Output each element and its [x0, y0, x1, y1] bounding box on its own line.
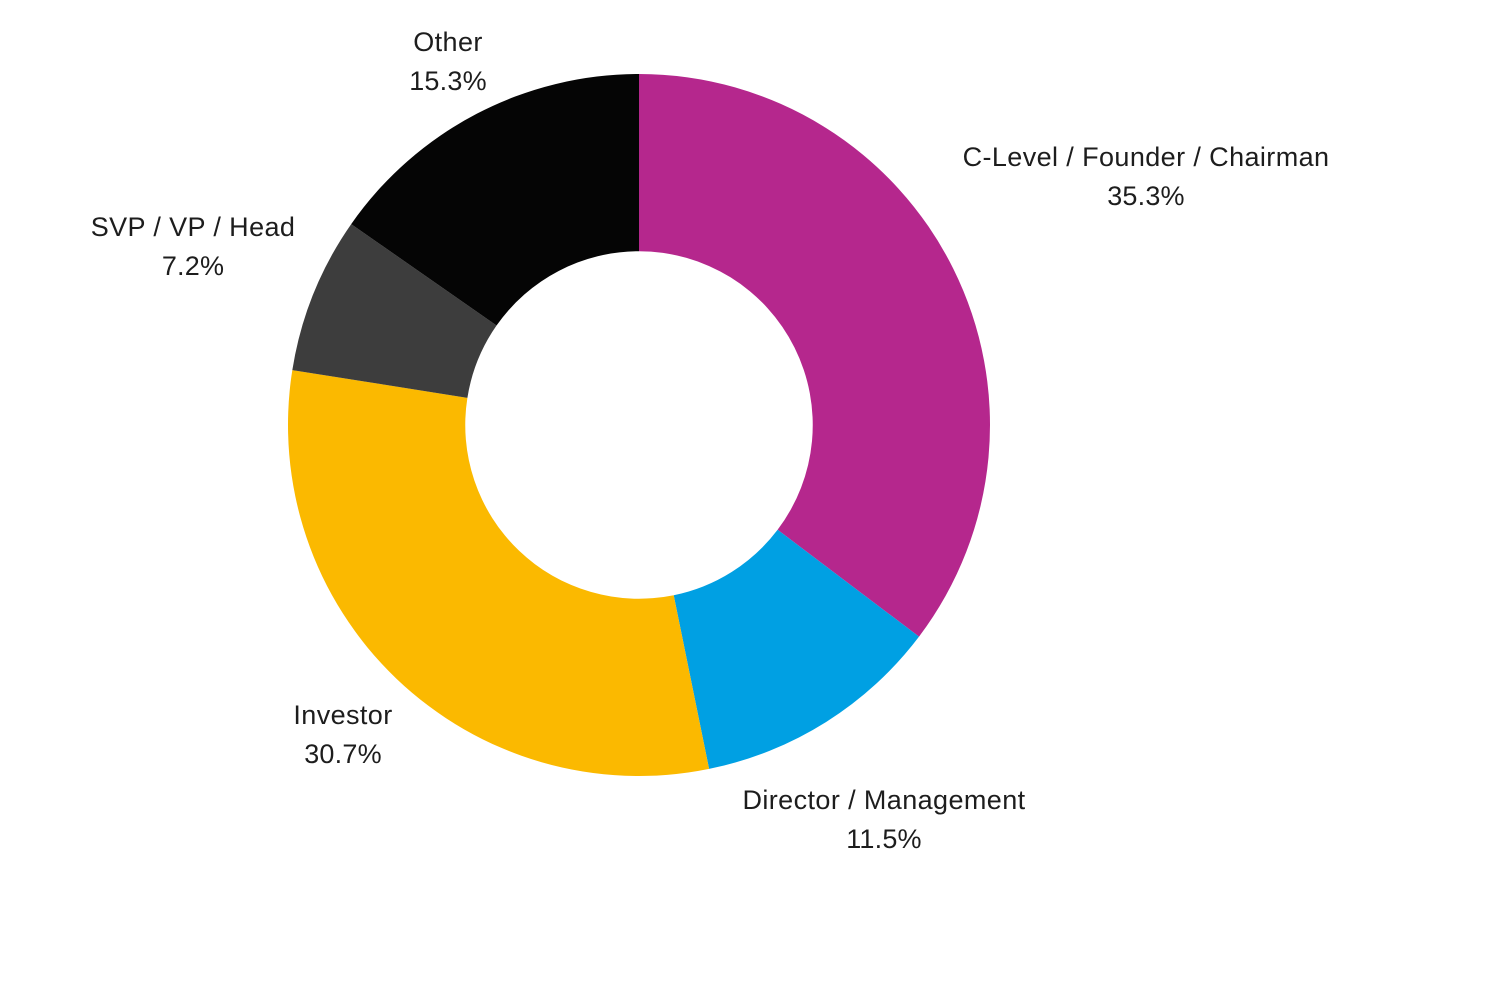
slice-label-investor: Investor 30.7% — [293, 696, 392, 774]
slice-label-director-management: Director / Management 11.5% — [742, 781, 1025, 859]
donut-slice-1 — [673, 529, 920, 769]
donut-slice-0 — [639, 74, 990, 637]
slice-percent-text: 7.2% — [161, 251, 225, 281]
donut-slice-2 — [287, 370, 710, 776]
donut-slice-4 — [351, 74, 639, 326]
slice-label-c-level-founder-chairman: C-Level / Founder / Chairman 35.3% — [963, 138, 1330, 216]
slice-label-text: SVP / VP / Head — [90, 212, 296, 242]
slice-percent-text: 11.5% — [846, 824, 922, 854]
slice-percent-text: 30.7% — [304, 739, 382, 769]
slice-percent-text: 15.3% — [409, 66, 487, 96]
slice-label-text: Director / Management — [742, 785, 1026, 815]
slice-label-svp-vp-head: SVP / VP / Head 7.2% — [91, 208, 296, 286]
donut-slice-3 — [292, 224, 497, 398]
slice-label-other: Other 15.3% — [409, 23, 487, 101]
slice-label-text: Investor — [293, 700, 393, 730]
slice-percent-text: 35.3% — [1107, 181, 1185, 211]
slice-label-text: C-Level / Founder / Chairman — [962, 142, 1330, 172]
slice-label-text: Other — [413, 27, 483, 57]
